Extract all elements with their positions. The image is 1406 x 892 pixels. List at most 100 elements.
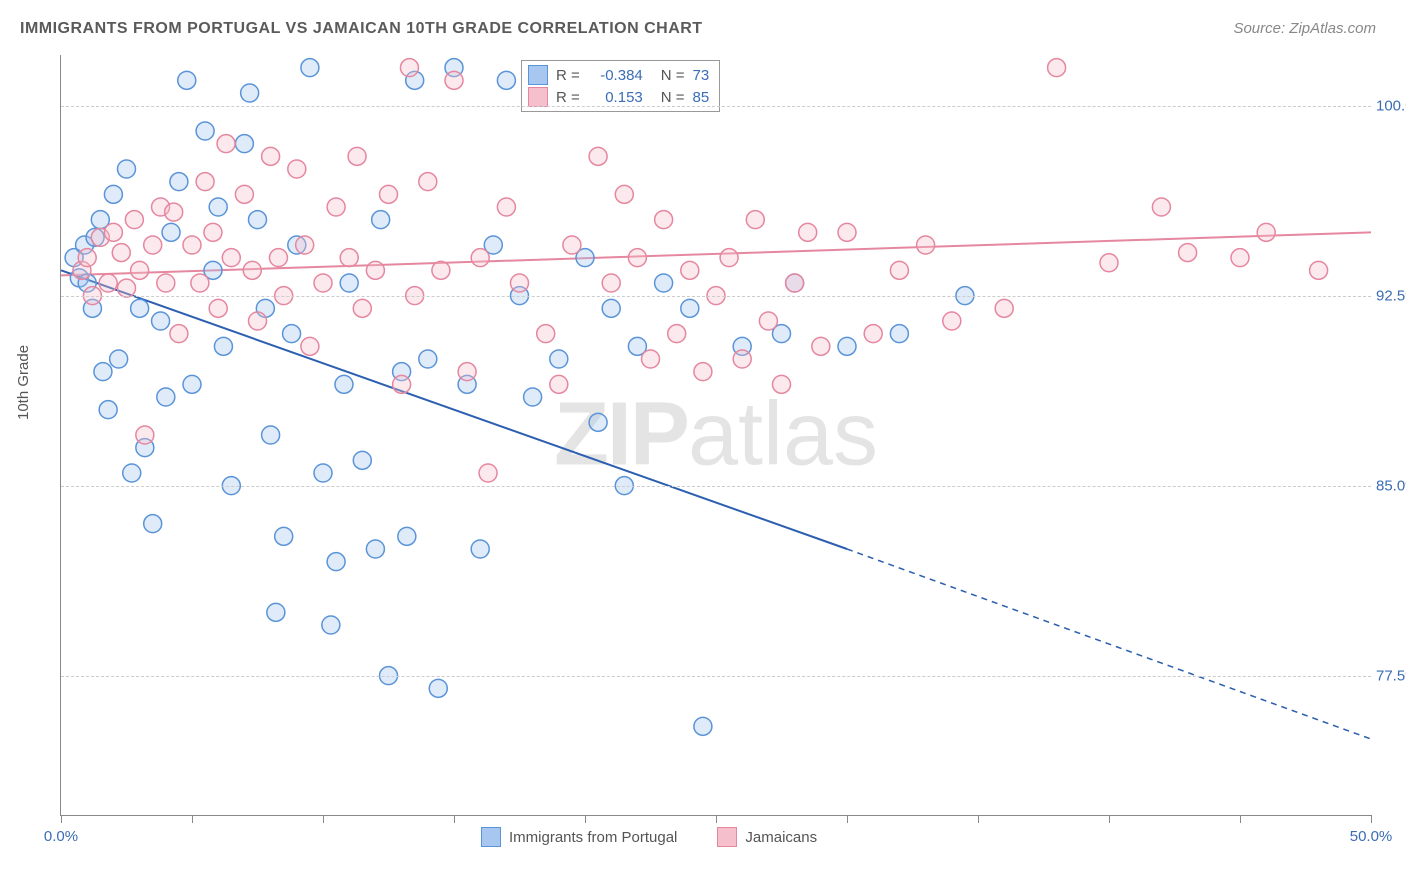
legend-item: Jamaicans (717, 827, 817, 847)
series-legend: Immigrants from Portugal Jamaicans (481, 827, 817, 847)
data-point (720, 249, 738, 267)
data-point (131, 299, 149, 317)
grid-line (61, 676, 1371, 677)
legend-label: Immigrants from Portugal (509, 829, 677, 846)
data-point (393, 375, 411, 393)
grid-line (61, 106, 1371, 107)
data-point (269, 249, 287, 267)
data-point (78, 249, 96, 267)
data-point (144, 515, 162, 533)
data-point (398, 527, 416, 545)
data-point (99, 274, 117, 292)
data-point (125, 211, 143, 229)
data-point (943, 312, 961, 330)
data-point (694, 363, 712, 381)
legend-n-label: N = (661, 67, 685, 84)
data-point (550, 375, 568, 393)
data-point (655, 274, 673, 292)
data-point (178, 71, 196, 89)
data-point (209, 198, 227, 216)
data-point (917, 236, 935, 254)
data-point (262, 147, 280, 165)
data-point (327, 198, 345, 216)
data-point (479, 464, 497, 482)
x-tick (192, 815, 193, 823)
y-tick-label: 85.0% (1376, 477, 1406, 494)
data-point (131, 261, 149, 279)
x-tick-label: 0.0% (44, 828, 78, 845)
data-point (267, 603, 285, 621)
data-point (812, 337, 830, 355)
data-point (628, 249, 646, 267)
data-point (353, 299, 371, 317)
data-point (681, 299, 699, 317)
data-point (372, 211, 390, 229)
x-tick (1371, 815, 1372, 823)
x-tick (716, 815, 717, 823)
data-point (144, 236, 162, 254)
data-point (759, 312, 777, 330)
data-point (104, 223, 122, 241)
data-point (157, 388, 175, 406)
legend-r-label: R = (556, 67, 580, 84)
data-point (170, 325, 188, 343)
data-point (235, 185, 253, 203)
data-point (118, 279, 136, 297)
data-point (275, 527, 293, 545)
data-point (1152, 198, 1170, 216)
data-point (799, 223, 817, 241)
legend-r-label: R = (556, 89, 580, 106)
trend-line (61, 270, 847, 549)
data-point (786, 274, 804, 292)
correlation-legend: R = -0.384N = 73R = 0.153N = 85 (521, 60, 720, 112)
y-tick-label: 92.5% (1376, 287, 1406, 304)
data-point (123, 464, 141, 482)
data-point (162, 223, 180, 241)
data-point (314, 464, 332, 482)
data-point (283, 325, 301, 343)
legend-item: Immigrants from Portugal (481, 827, 677, 847)
data-point (497, 71, 515, 89)
trend-line-dashed (847, 549, 1371, 739)
y-tick-label: 100.0% (1376, 97, 1406, 114)
legend-swatch (717, 827, 737, 847)
data-point (838, 337, 856, 355)
data-point (511, 274, 529, 292)
legend-row: R = -0.384N = 73 (528, 64, 709, 86)
data-point (419, 173, 437, 191)
data-point (118, 160, 136, 178)
data-point (249, 211, 267, 229)
legend-n-label: N = (661, 89, 685, 106)
data-point (170, 173, 188, 191)
data-point (104, 185, 122, 203)
data-point (327, 553, 345, 571)
chart-area: ZIPatlas R = -0.384N = 73R = 0.153N = 85… (60, 55, 1371, 816)
data-point (249, 312, 267, 330)
data-point (746, 211, 764, 229)
data-point (222, 249, 240, 267)
x-tick (61, 815, 62, 823)
data-point (838, 223, 856, 241)
data-point (217, 135, 235, 153)
x-tick (1109, 815, 1110, 823)
data-point (196, 122, 214, 140)
data-point (288, 160, 306, 178)
data-point (890, 325, 908, 343)
grid-line (61, 296, 1371, 297)
data-point (429, 679, 447, 697)
data-point (602, 274, 620, 292)
legend-label: Jamaicans (745, 829, 817, 846)
scatter-svg (61, 55, 1371, 815)
x-tick (978, 815, 979, 823)
data-point (589, 413, 607, 431)
data-point (445, 71, 463, 89)
y-axis-label: 10th Grade (15, 345, 32, 420)
data-point (1100, 254, 1118, 272)
data-point (366, 540, 384, 558)
data-point (99, 401, 117, 419)
data-point (642, 350, 660, 368)
data-point (204, 223, 222, 241)
data-point (314, 274, 332, 292)
data-point (1231, 249, 1249, 267)
data-point (183, 236, 201, 254)
